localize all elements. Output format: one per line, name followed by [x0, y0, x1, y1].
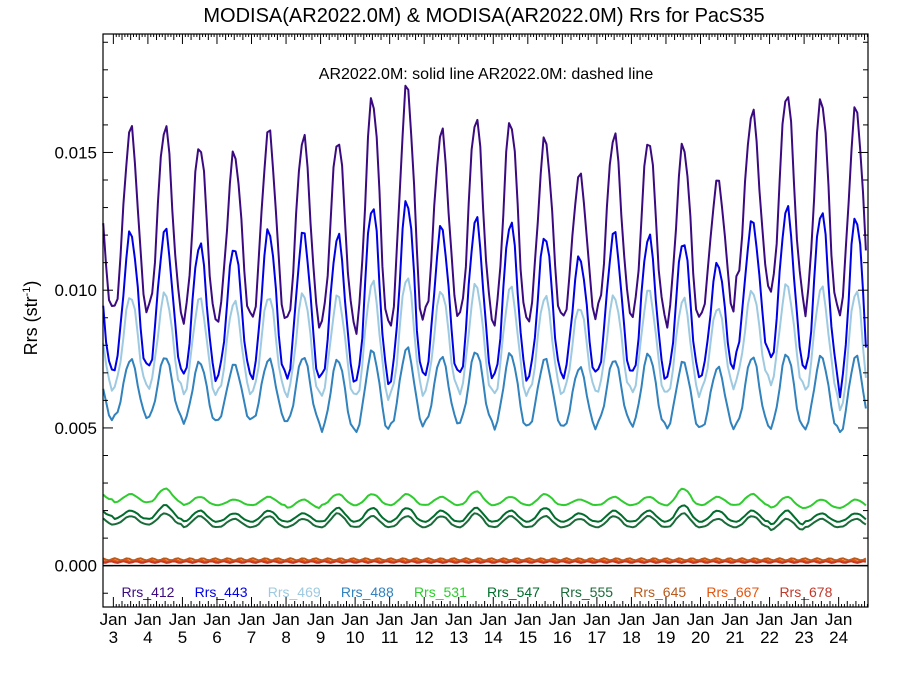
x-tick-year: 11 [381, 628, 399, 647]
series-line-rrs-531 [102, 487, 867, 509]
x-tick-year: 12 [415, 628, 434, 647]
line-style-annotation: AR2022.0M: solid line AR2022.0M: dashed … [319, 66, 654, 83]
legend-item-rrs-412: Rrs_412 [122, 584, 175, 600]
series-line-rrs-488 [102, 346, 867, 434]
series-line-rrs-443 [102, 200, 867, 399]
y-axis-label-superscript: -1 [21, 287, 33, 297]
legend: Rrs_412 Rrs_443 Rrs_469 Rrs_488 Rrs_531 Rrs_5… [122, 584, 833, 600]
y-axis-label: Rrs (str-1) [21, 281, 41, 356]
x-tick-month: Jan [376, 610, 403, 629]
y-tick-label: 0.000 [54, 557, 97, 576]
x-tick-year: 5 [178, 628, 187, 647]
chart-title: MODISA(AR2022.0M) & MODISA(AR2022.0M) Rr… [203, 5, 764, 27]
series-layer [102, 84, 867, 564]
series-line-rrs-678 [103, 560, 867, 564]
x-tick-year: 20 [691, 628, 710, 647]
legend-item-rrs-531: Rrs_531 [414, 584, 467, 600]
x-tick-year: 7 [247, 628, 256, 647]
x-tick-month: Jan [514, 610, 541, 629]
x-tick-year: 19 [656, 628, 675, 647]
x-tick-year: 6 [212, 628, 221, 647]
x-tick-month: Jan [721, 610, 748, 629]
y-tick-label: 0.010 [54, 281, 97, 300]
legend-item-rrs-469: Rrs_469 [268, 584, 321, 600]
legend-item-rrs-488: Rrs_488 [341, 584, 394, 600]
x-tick-year: 17 [587, 628, 606, 647]
x-tick-month: Jan [238, 610, 265, 629]
x-tick-month: Jan [583, 610, 610, 629]
legend-item-rrs-667: Rrs_667 [706, 584, 759, 600]
x-tick-month: Jan [445, 610, 472, 629]
x-tick-year: 16 [553, 628, 572, 647]
x-tick-month: Jan [307, 610, 334, 629]
y-tick-label: 0.015 [54, 143, 97, 162]
legend-item-rrs-443: Rrs_443 [195, 584, 248, 600]
x-tick-year: 3 [109, 628, 118, 647]
x-tick-month: Jan [618, 610, 645, 629]
x-tick-month: Jan [410, 610, 437, 629]
legend-item-rrs-555: Rrs_555 [560, 584, 613, 600]
legend-item-rrs-547: Rrs_547 [487, 584, 540, 600]
x-tick-year: 24 [829, 628, 848, 647]
legend-item-rrs-645: Rrs_645 [633, 584, 686, 600]
x-tick-year: 4 [143, 628, 152, 647]
y-tick-label: 0.005 [54, 419, 97, 438]
series-line-rrs-412 [102, 84, 867, 335]
series-line-rrs-469 [102, 277, 867, 412]
x-tick-month: Jan [272, 610, 299, 629]
plot-frame [102, 33, 869, 608]
x-tick-month: Jan [134, 610, 161, 629]
x-tick-year: 18 [622, 628, 641, 647]
x-tick-year: 14 [484, 628, 503, 647]
x-tick-month: Jan [549, 610, 576, 629]
x-tick-year: 8 [281, 628, 290, 647]
x-tick-year: 21 [726, 628, 745, 647]
x-tick-year: 9 [316, 628, 325, 647]
x-tick-month: Jan [825, 610, 852, 629]
y-axis-label-close: ) [21, 281, 41, 287]
legend-item-rrs-678: Rrs_678 [779, 584, 832, 600]
x-tick-year: 15 [518, 628, 537, 647]
x-tick-month: Jan [203, 610, 230, 629]
x-tick-month: Jan [169, 610, 196, 629]
x-tick-month: Jan [480, 610, 507, 629]
series-line-rrs-555 [102, 512, 867, 532]
y-axis-label-main: Rrs (str [21, 296, 41, 355]
x-tick-month: Jan [790, 610, 817, 629]
x-tick-month: Jan [341, 610, 368, 629]
x-tick-year: 13 [449, 628, 468, 647]
x-tick-year: 22 [760, 628, 779, 647]
series-line-rrs-547 [102, 504, 867, 526]
x-tick-month: Jan [687, 610, 714, 629]
x-tick-month: Jan [100, 610, 127, 629]
x-tick-month: Jan [756, 610, 783, 629]
axes: 0.0000.0050.0100.015Jan3Jan4Jan5Jan6Jan7… [54, 34, 868, 647]
x-tick-year: 23 [795, 628, 814, 647]
x-tick-year: 10 [346, 628, 365, 647]
x-tick-month: Jan [652, 610, 679, 629]
